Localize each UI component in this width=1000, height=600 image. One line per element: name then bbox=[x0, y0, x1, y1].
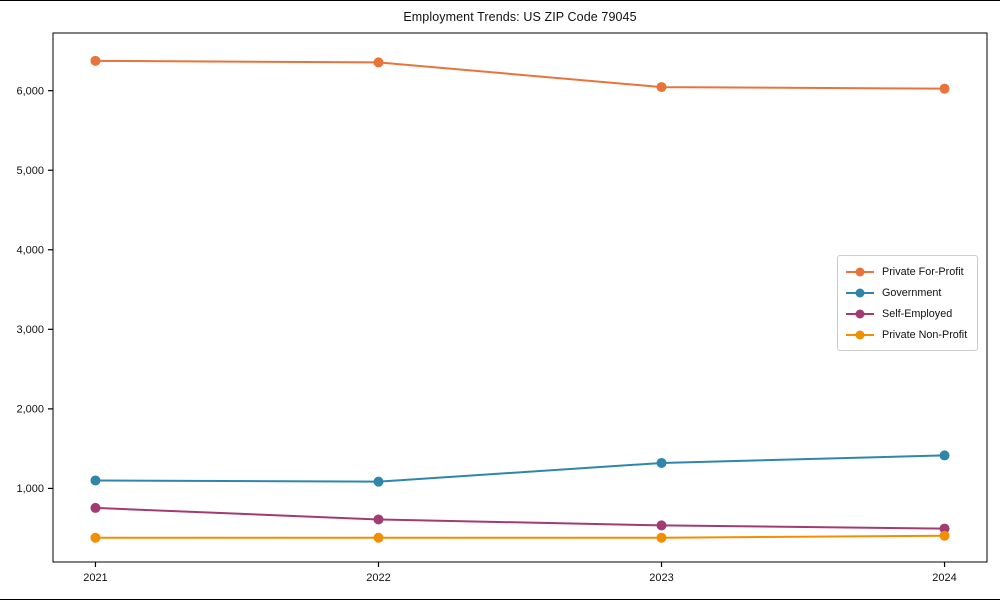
data-point-private-non-profit-2024 bbox=[939, 530, 950, 541]
data-point-private-non-profit-2021 bbox=[90, 532, 101, 543]
y-tick-label-3000: 3,000 bbox=[16, 324, 44, 336]
legend-item-government: Government bbox=[845, 282, 969, 303]
legend-marker-private-non-profit bbox=[846, 330, 874, 339]
data-point-private-non-profit-2023 bbox=[656, 532, 667, 543]
series-line-private-for-profit bbox=[94, 59, 946, 90]
data-point-government-2021 bbox=[90, 475, 101, 486]
chart-title: Employment Trends: US ZIP Code 79045 bbox=[403, 10, 637, 24]
y-tick-label-4000: 4,000 bbox=[16, 245, 44, 257]
x-tick-label-2024: 2024 bbox=[932, 572, 956, 584]
data-point-private-for-profit-2023 bbox=[656, 82, 667, 93]
y-tick-label-2000: 2,000 bbox=[16, 404, 44, 416]
data-point-self-employed-2021 bbox=[90, 502, 101, 513]
data-point-private-for-profit-2024 bbox=[939, 83, 950, 94]
legend-label-private-non-profit: Private Non-Profit bbox=[882, 328, 968, 341]
legend-label-private-for-profit: Private For-Profit bbox=[882, 265, 964, 278]
data-point-private-for-profit-2022 bbox=[373, 57, 384, 68]
data-point-government-2024 bbox=[939, 450, 950, 461]
x-tick-label-2022: 2022 bbox=[366, 572, 390, 584]
legend-marker-private-for-profit bbox=[846, 267, 874, 276]
legend-label-government: Government bbox=[882, 286, 942, 299]
data-point-self-employed-2024 bbox=[939, 523, 950, 534]
series-line-government bbox=[94, 454, 946, 483]
legend-marker-self-employed bbox=[846, 309, 874, 318]
legend-item-private-non-profit: Private Non-Profit bbox=[845, 324, 969, 345]
legend-item-private-for-profit: Private For-Profit bbox=[845, 261, 969, 282]
plot-area-frame bbox=[52, 32, 988, 563]
y-tick-label-5000: 5,000 bbox=[16, 165, 44, 177]
data-point-government-2022 bbox=[373, 476, 384, 487]
series-line-self-employed bbox=[94, 506, 946, 530]
data-point-government-2023 bbox=[656, 457, 667, 468]
legend-label-self-employed: Self-Employed bbox=[882, 307, 953, 320]
data-point-self-employed-2023 bbox=[656, 520, 667, 531]
y-tick-label-6000: 6,000 bbox=[16, 85, 44, 97]
data-point-private-non-profit-2022 bbox=[373, 532, 384, 543]
legend-item-self-employed: Self-Employed bbox=[845, 303, 969, 324]
x-tick-label-2021: 2021 bbox=[83, 572, 107, 584]
legend-marker-government bbox=[846, 288, 874, 297]
y-tick-label-1000: 1,000 bbox=[16, 483, 44, 495]
legend: Private For-Profit Government Self-Employe… bbox=[837, 255, 978, 351]
series-line-private-non-profit bbox=[94, 534, 946, 539]
data-point-self-employed-2022 bbox=[373, 514, 384, 525]
x-tick-label-2023: 2023 bbox=[649, 572, 673, 584]
data-point-private-for-profit-2021 bbox=[90, 55, 101, 66]
